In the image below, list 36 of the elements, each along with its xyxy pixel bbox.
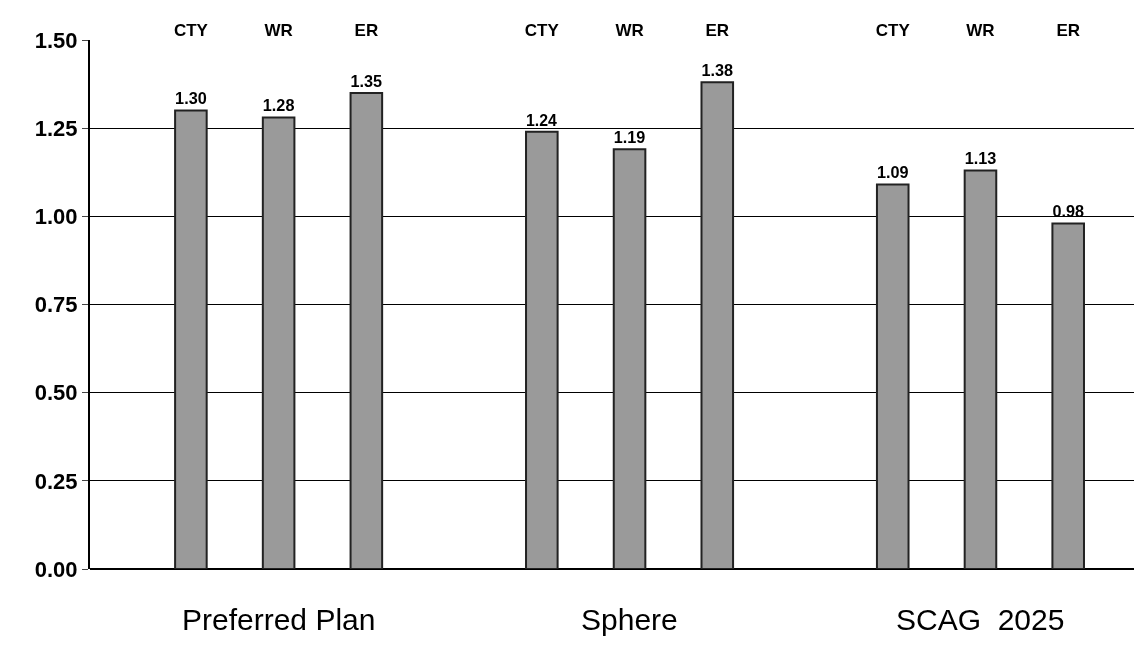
x-tick-label: CTY <box>524 20 560 40</box>
x-tick-label: ER <box>354 20 379 40</box>
data-label: 1.13 <box>964 149 997 168</box>
data-label: 1.19 <box>613 128 646 147</box>
y-tick-label: 0.75 <box>34 292 78 318</box>
x-tick-label: ER <box>1056 20 1081 40</box>
bar <box>261 116 296 569</box>
bar <box>525 130 559 569</box>
data-label: 1.09 <box>876 163 909 182</box>
x-tick-label: CTY <box>875 20 911 40</box>
data-label: 1.24 <box>526 111 558 129</box>
y-tick-label: 1.50 <box>34 27 78 53</box>
y-tick-label: 0.00 <box>34 556 78 582</box>
bar <box>612 148 647 569</box>
x-tick-label: CTY <box>173 20 209 40</box>
x-tick-label: WR <box>264 20 293 40</box>
x-tick-label: WR <box>615 20 644 40</box>
x-tick-label: WR <box>966 20 995 40</box>
data-label: 1.30 <box>175 89 207 108</box>
text: Preferred Plan <box>182 603 376 636</box>
text: SCAG 2025 <box>896 603 1065 636</box>
bar <box>174 109 208 569</box>
y-tick-label: 1.00 <box>34 204 78 230</box>
y-tick-label: 0.25 <box>34 468 78 494</box>
y-tick-label: 1.25 <box>34 115 78 141</box>
y-tick-label: 0.50 <box>34 380 78 406</box>
bar <box>963 169 998 569</box>
data-label: 1.38 <box>701 61 734 80</box>
data-label: 1.28 <box>262 96 295 115</box>
text: Sphere <box>581 603 678 636</box>
bar <box>349 91 384 569</box>
data-label: 1.35 <box>350 71 383 90</box>
bar <box>875 183 910 569</box>
bar <box>1051 222 1085 569</box>
x-tick-label: ER <box>705 20 730 40</box>
bar <box>700 81 735 569</box>
